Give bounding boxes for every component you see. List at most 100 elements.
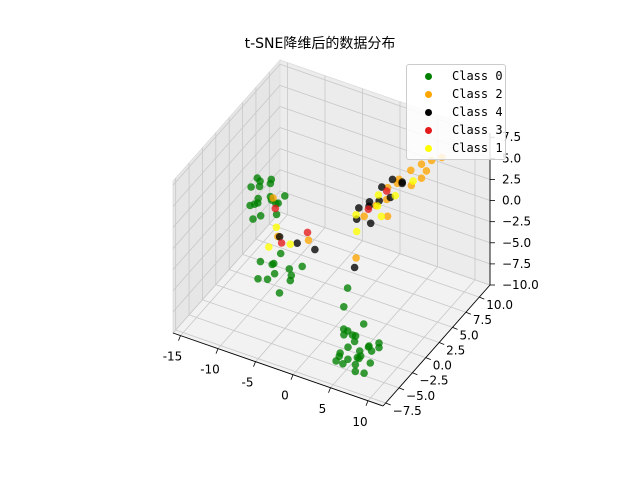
grid-line-y-floor <box>215 284 426 358</box>
y-tick-mark <box>398 387 405 391</box>
data-point <box>373 202 382 210</box>
data-point <box>275 289 284 297</box>
legend-marker <box>425 73 432 80</box>
data-point <box>343 284 352 292</box>
grid-line-x-floor <box>367 279 476 402</box>
data-point <box>339 325 348 333</box>
data-point <box>303 228 312 237</box>
grid-line-z-wall <box>172 127 281 249</box>
grid-line-y-floor <box>202 299 413 374</box>
y-tick-label: −7.5 <box>393 404 422 418</box>
data-point <box>344 343 352 352</box>
legend-marker <box>425 109 432 116</box>
data-point <box>285 265 294 273</box>
data-point <box>407 166 415 175</box>
data-point <box>382 187 391 195</box>
data-point <box>275 233 284 241</box>
data-point <box>311 245 319 254</box>
y-axis-line <box>382 284 491 407</box>
data-point <box>352 227 361 236</box>
y-tick-mark <box>425 357 431 360</box>
data-point <box>359 320 368 328</box>
z-tick-label: −2.5 <box>502 215 531 229</box>
data-point <box>287 271 296 280</box>
data-point <box>350 263 359 272</box>
data-point <box>355 347 364 355</box>
data-point <box>255 182 264 191</box>
y-tick-label: 0.0 <box>433 359 452 373</box>
legend-item-class-4[interactable]: Class 4 <box>407 104 507 122</box>
grid-line-z-back <box>279 127 491 201</box>
data-point <box>277 239 286 247</box>
series-class-1 <box>265 177 417 251</box>
grid-line-z-wall <box>172 85 281 207</box>
data-point <box>270 269 279 278</box>
y-tick-mark <box>385 402 391 406</box>
legend-item-class-3[interactable]: Class 3 <box>407 122 507 140</box>
grid-line-x-floor <box>180 214 288 336</box>
data-point <box>304 236 313 244</box>
y-tick-mark <box>452 326 458 330</box>
data-point <box>270 259 278 268</box>
data-point <box>374 191 383 199</box>
data-point <box>269 194 277 202</box>
legend-label: Class 1 <box>452 141 503 155</box>
data-point <box>265 243 273 251</box>
data-point <box>365 198 374 206</box>
data-point <box>366 359 375 367</box>
legend-label: Class 0 <box>452 69 503 83</box>
data-point <box>256 212 265 220</box>
data-point <box>398 178 407 186</box>
x-tick-label: -15 <box>163 350 183 364</box>
data-point <box>391 191 400 200</box>
data-point <box>249 215 257 223</box>
z-tick-label: −10.0 <box>502 278 539 292</box>
data-point <box>375 339 383 347</box>
x-tick-mark <box>365 400 369 406</box>
x-tick-mark <box>328 387 331 393</box>
legend-marker <box>425 91 432 98</box>
data-point <box>272 210 281 219</box>
data-point <box>377 212 386 221</box>
chart-title: t-SNE降维后的数据分布 <box>244 36 396 52</box>
data-point <box>417 160 426 168</box>
grid-line-z-wall <box>172 190 281 313</box>
x-tick-label: 0 <box>281 389 289 403</box>
legend-item-class-2[interactable]: Class 2 <box>407 86 507 104</box>
z-tick-label: −5.0 <box>502 236 531 250</box>
legend-label: Class 3 <box>452 123 503 137</box>
data-point <box>364 205 373 213</box>
legend-item-class-1[interactable]: Class 1 <box>407 140 507 158</box>
grid-line-z-wall <box>172 148 281 270</box>
legend-marker <box>425 145 432 152</box>
z-tick-label: 2.5 <box>502 172 521 186</box>
x-tick-mark <box>253 361 256 367</box>
grid-line-x-floor <box>292 253 401 375</box>
y-tick-mark <box>439 342 445 345</box>
data-point <box>355 354 363 363</box>
z-tick-label: 5.0 <box>502 151 521 165</box>
x-tick-mark <box>290 374 294 380</box>
x-tick-label: -10 <box>200 363 220 377</box>
data-point <box>350 337 359 346</box>
data-point <box>286 240 295 248</box>
y-tick-label: 2.5 <box>446 343 465 357</box>
grid-line-x-floor <box>217 227 326 349</box>
x-tick-label: 5 <box>319 402 327 416</box>
legend-item-class-0[interactable]: Class 0 <box>407 68 507 86</box>
data-point <box>332 357 340 365</box>
data-point <box>352 254 360 262</box>
data-point <box>351 367 360 376</box>
grid-line-y-floor <box>269 223 480 298</box>
grid-line-z-wall <box>172 63 281 186</box>
data-point <box>351 360 360 369</box>
grid-line-z-back <box>279 211 491 286</box>
series-class-3 <box>271 187 391 247</box>
data-point <box>276 249 285 258</box>
data-point <box>339 360 347 368</box>
grid-line-y-floor <box>229 269 440 343</box>
z-tick-label: 0.0 <box>502 194 521 208</box>
data-point <box>254 275 262 283</box>
legend: Class 0 Class 2 Class 4 Class 3 Class 1 <box>406 64 506 160</box>
